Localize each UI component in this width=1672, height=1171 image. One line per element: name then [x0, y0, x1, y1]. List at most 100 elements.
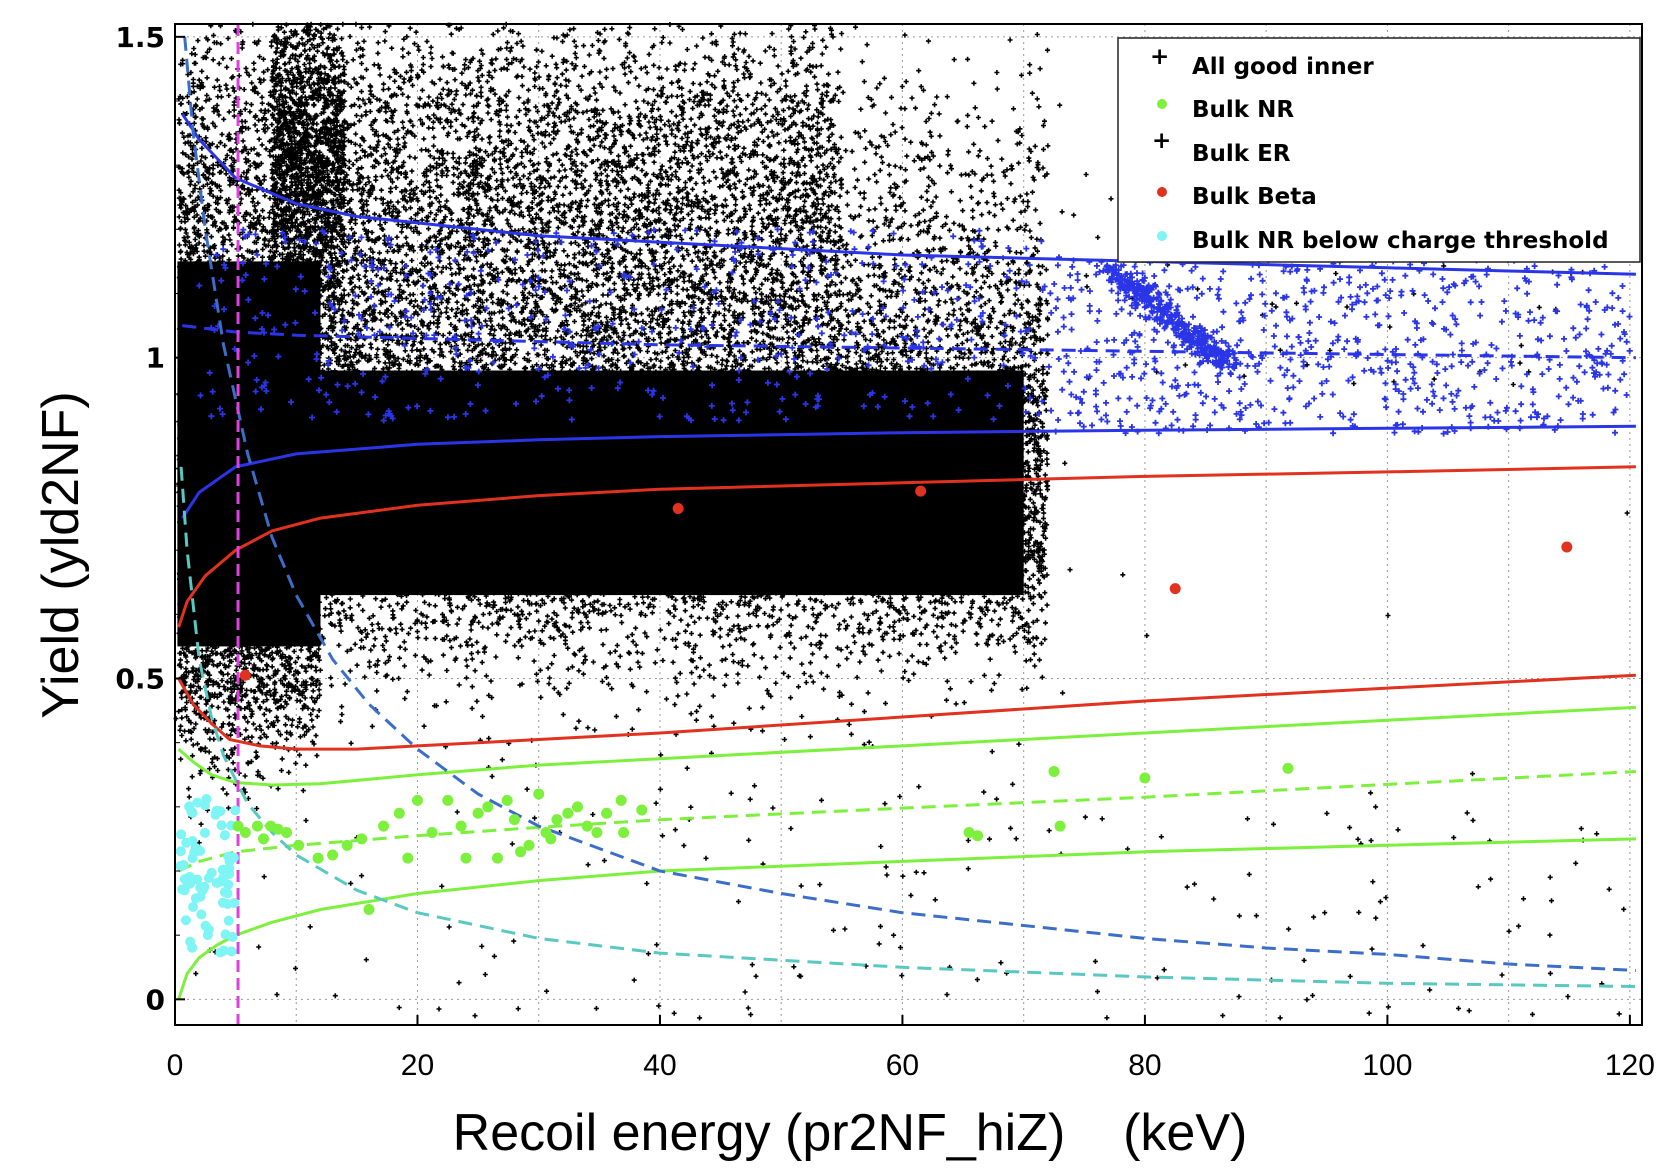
bulk-nr-below-threshold-point	[192, 843, 203, 854]
bulk-nr-point	[491, 852, 503, 864]
bulk-nr-point	[356, 833, 368, 845]
bulk-nr-point	[618, 827, 630, 838]
bulk-nr-below-threshold-point	[211, 805, 222, 816]
bulk-nr-point	[601, 807, 613, 819]
bulk-nr-point	[545, 833, 557, 845]
bulk-nr-point	[1282, 762, 1294, 774]
bulk-nr-below-threshold-point	[180, 915, 191, 926]
bulk-nr-point	[293, 839, 305, 851]
bulk-nr-below-threshold-point	[188, 902, 199, 913]
curve-nr-threshold-curve	[179, 466, 1636, 988]
bulk-nr-below-threshold-point	[220, 929, 231, 940]
bulk-nr-below-threshold-point	[199, 827, 210, 838]
bulk-nr-below-threshold-point	[217, 864, 228, 875]
bulk-nr-point	[239, 827, 251, 838]
bulk-nr-below-threshold-point	[192, 797, 203, 808]
legend-box	[1117, 37, 1641, 263]
bulk-nr-point	[1048, 766, 1060, 778]
y-tick-label: 0	[146, 983, 165, 1016]
bulk-nr-below-threshold-point	[202, 930, 213, 941]
bulk-nr-below-threshold-point	[218, 872, 229, 883]
x-tick-label: 100	[1362, 1049, 1412, 1082]
bulk-nr-point	[455, 820, 467, 832]
bulk-nr-below-threshold-point	[185, 875, 196, 886]
bulk-nr-below-threshold-point	[177, 884, 188, 895]
bulk-nr-below-threshold-point	[219, 830, 230, 841]
legend-label-nr-below: Bulk NR below charge threshold	[1192, 228, 1609, 254]
bulk-beta-point	[1561, 541, 1573, 553]
bulk-beta-point	[672, 502, 684, 514]
bulk-nr-below-threshold-point	[196, 909, 207, 920]
bulk-nr-point	[533, 788, 545, 800]
legend-label-er: Bulk ER	[1192, 141, 1291, 167]
y-axis-label: Yield (yld2NF)	[32, 391, 90, 719]
legend-marker-beta	[1157, 187, 1167, 197]
bulk-nr-point	[272, 823, 284, 835]
bulk-nr-point	[515, 846, 527, 858]
curve-er-band-lower	[181, 424, 1636, 519]
bulk-nr-below-threshold-point	[223, 915, 234, 926]
bulk-nr-below-threshold-point	[230, 805, 241, 816]
legend-label-beta: Bulk Beta	[1192, 184, 1317, 210]
curve-charge-threshold-curve	[183, 36, 1636, 972]
bulk-nr-point	[581, 820, 593, 832]
bulk-nr-below-threshold-point	[187, 807, 198, 818]
bulk-nr-point	[482, 801, 494, 813]
bulk-nr-point	[562, 807, 574, 819]
bulk-nr-point	[1139, 772, 1151, 784]
bulk-nr-point	[615, 794, 627, 806]
bulk-nr-point	[341, 839, 353, 851]
bulk-nr-point	[411, 794, 423, 806]
bulk-beta-point	[1169, 583, 1181, 595]
bulk-nr-point	[312, 852, 324, 864]
legend-marker-all: +	[1150, 44, 1169, 70]
bulk-nr-point	[251, 820, 263, 832]
bulk-nr-point	[393, 807, 405, 819]
bulk-nr-below-threshold-point	[199, 881, 210, 892]
bulk-nr-point	[363, 904, 375, 915]
bulk-nr-point	[460, 852, 472, 864]
x-tick-label: 80	[1128, 1049, 1161, 1082]
bulk-nr-point	[232, 820, 244, 832]
curve-beta-band-upper	[177, 465, 1636, 628]
x-axis-label: Recoil energy (pr2NF_hiZ) (keV)	[453, 1104, 1248, 1162]
bulk-nr-below-threshold-point	[223, 879, 234, 890]
bulk-nr-point	[426, 827, 438, 838]
band-curves	[177, 24, 1636, 1025]
bulk-beta-point	[239, 669, 251, 681]
bulk-nr-below-threshold-point	[222, 898, 233, 909]
curve-nr-band-lower	[177, 837, 1636, 1000]
bulk-nr-below-threshold-point	[218, 945, 229, 956]
bulk-nr-point	[402, 852, 414, 864]
plot-frame	[174, 23, 1643, 1026]
bulk-nr-point	[327, 849, 339, 861]
bulk-nr-below-threshold-point	[200, 920, 211, 931]
curve-nr-band-upper	[177, 705, 1636, 787]
x-tick-label: 60	[886, 1049, 919, 1082]
bulk-beta-point	[915, 485, 927, 497]
bulk-nr-point	[591, 827, 603, 838]
bulk-nr-below-threshold-point	[178, 859, 189, 870]
bulk-nr-below-threshold-point	[226, 946, 237, 957]
legend: + All good inner Bulk NR + Bulk ER Bulk …	[1117, 37, 1641, 263]
all-good-inner-outliers	[173, 54, 1630, 1021]
bulk-nr-below-threshold-point	[199, 800, 210, 811]
bulk-nr-below-threshold-point	[181, 837, 192, 848]
bulk-nr-point	[551, 814, 563, 826]
bulk-nr-point	[523, 839, 535, 851]
all-good-inner-cloud	[269, 21, 348, 409]
x-tick-label: 0	[167, 1049, 184, 1082]
curve-er-band-mean	[182, 324, 1636, 360]
x-tick-label: 40	[643, 1049, 676, 1082]
x-tick-label: 20	[401, 1049, 434, 1082]
bulk-nr-below-threshold-point	[206, 867, 217, 878]
highlight-markers	[175, 485, 1573, 958]
bulk-nr-point	[1054, 820, 1066, 832]
y-tick-label: 0.5	[115, 663, 165, 696]
legend-marker-nr-below	[1157, 231, 1167, 241]
bulk-er-cloud	[196, 226, 1633, 437]
bulk-nr-point	[442, 794, 454, 806]
legend-marker-nr	[1157, 99, 1167, 109]
bulk-nr-below-threshold-point	[187, 852, 198, 863]
